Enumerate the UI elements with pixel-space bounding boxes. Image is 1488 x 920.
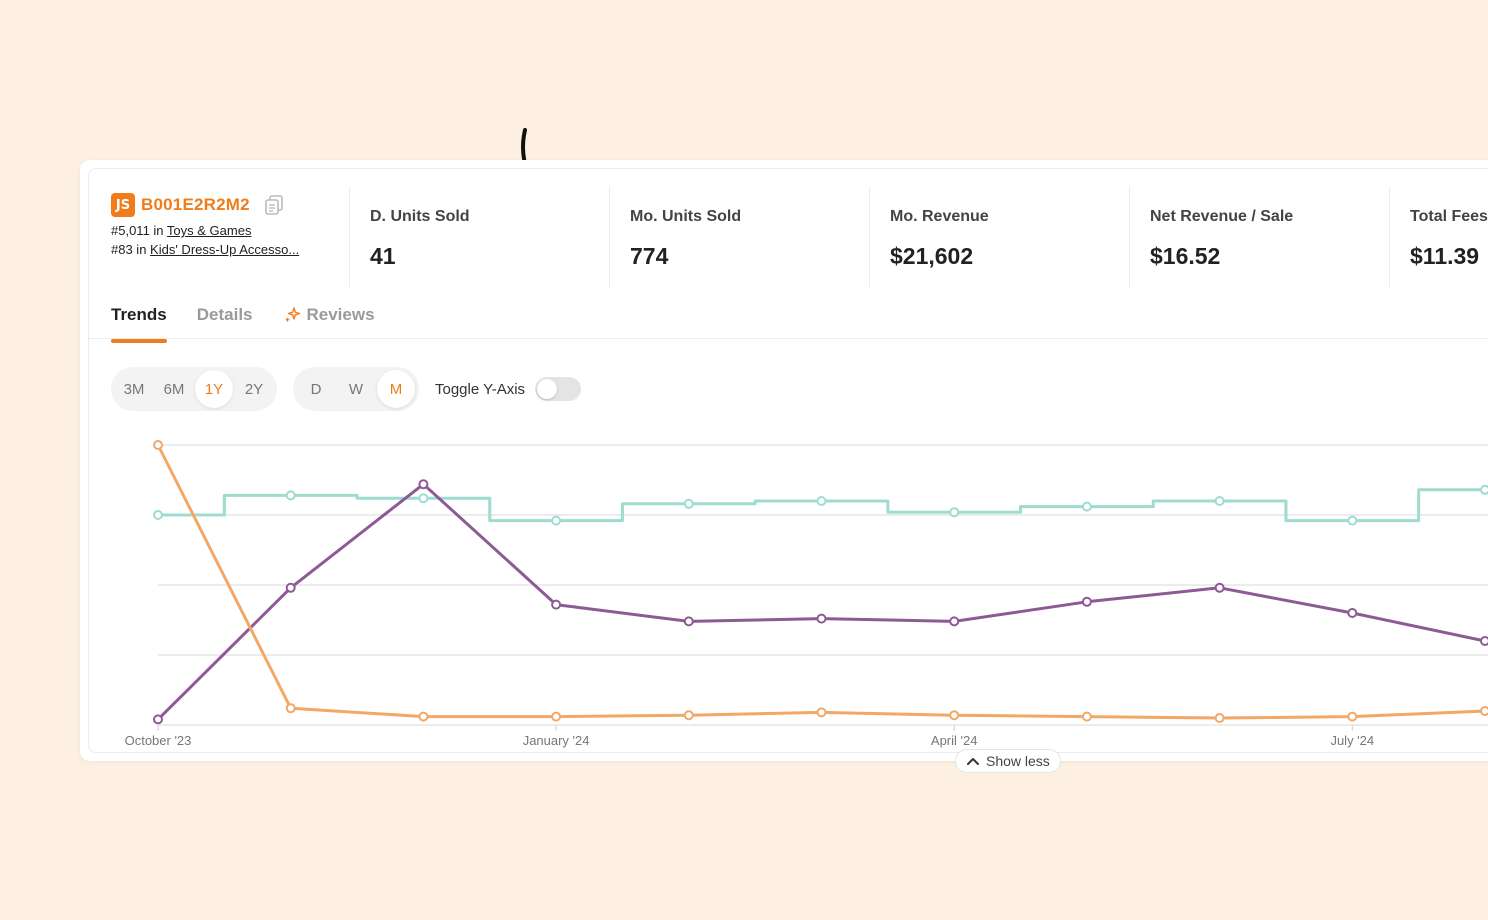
- tab-trends[interactable]: Trends: [111, 305, 167, 343]
- interval-selector: D W M: [293, 367, 419, 411]
- metric-monthly-revenue: Mo. Revenue $21,602: [869, 187, 1130, 287]
- data-point: [418, 493, 429, 504]
- data-point: [1347, 711, 1358, 722]
- data-point: [153, 510, 163, 520]
- data-point: [949, 616, 960, 627]
- data-point: [1081, 711, 1092, 722]
- data-point: [418, 479, 429, 490]
- metric-total-fees: Total Fees $11.39: [1389, 187, 1488, 287]
- interval-option-d[interactable]: D: [310, 380, 322, 398]
- tabs-divider: [89, 338, 1488, 339]
- metric-daily-units: D. Units Sold 41: [349, 187, 610, 287]
- metric-monthly-units: Mo. Units Sold 774: [609, 187, 870, 287]
- chart-controls: 3M 6M 1Y 2Y D W M Toggle Y-Axis: [111, 367, 582, 411]
- data-point: [551, 711, 562, 722]
- data-point: [816, 707, 827, 718]
- tab-bar: Trends Details Reviews: [111, 305, 375, 343]
- range-option-2y[interactable]: 2Y: [244, 380, 264, 398]
- metric-value: 774: [630, 243, 669, 269]
- data-point: [551, 599, 562, 610]
- sparkle-icon: [284, 307, 300, 323]
- data-point: [285, 582, 296, 593]
- data-point: [153, 440, 163, 450]
- rank-primary-prefix: #5,011 in: [111, 223, 164, 238]
- metric-label: Net Revenue / Sale: [1150, 208, 1294, 225]
- toggle-y-axis-label: Toggle Y-Axis: [435, 380, 526, 398]
- toggle-y-axis-switch[interactable]: [535, 377, 582, 401]
- rank-primary: #5,011 in Toys & Games: [111, 223, 351, 238]
- data-point: [683, 498, 694, 509]
- rank-primary-category-link[interactable]: Toys & Games: [166, 223, 252, 238]
- interval-option-w[interactable]: W: [348, 380, 364, 398]
- tab-label: Details: [196, 305, 253, 324]
- data-point: [816, 496, 827, 506]
- data-point: [1480, 636, 1488, 646]
- metric-value: $16.52: [1150, 243, 1221, 269]
- x-tick-label: October '23: [125, 733, 192, 748]
- show-less-button[interactable]: Show less: [955, 749, 1061, 773]
- data-point: [418, 711, 429, 722]
- metric-label: Mo. Units Sold: [630, 208, 742, 225]
- trends-chart: October '23 January '24 April '24 July '24: [125, 440, 1488, 748]
- range-option-3m[interactable]: 3M: [123, 380, 145, 398]
- rank-secondary-category-link[interactable]: Kids' Dress-Up Accesso...: [150, 242, 300, 257]
- tab-details[interactable]: Details: [197, 305, 253, 343]
- data-point: [949, 507, 960, 518]
- data-point: [683, 616, 694, 627]
- series-line-2: [156, 444, 1486, 720]
- x-tick-label: July '24: [1330, 733, 1374, 748]
- product-card-inner: JS B001E2R2M2 #5,011 in Toys & Games #83…: [88, 168, 1488, 773]
- x-tick-label: April '24: [931, 733, 978, 748]
- range-selector: 3M 6M 1Y 2Y: [111, 367, 277, 411]
- data-point: [285, 490, 296, 501]
- data-point: [1081, 596, 1092, 607]
- data-point: [551, 515, 562, 526]
- metric-net-revenue-per-sale: Net Revenue / Sale $16.52: [1129, 187, 1390, 287]
- x-tick-label: January '24: [523, 733, 590, 748]
- asin-row: JS B001E2R2M2: [111, 193, 351, 217]
- js-logo: JS: [111, 193, 135, 217]
- show-less-label: Show less: [986, 753, 1050, 769]
- tab-label: Trends: [111, 305, 167, 324]
- data-point: [1347, 515, 1358, 526]
- rank-secondary-prefix: #83 in: [111, 242, 147, 257]
- copy-icon[interactable]: [262, 193, 286, 217]
- toggle-knob: [537, 379, 558, 399]
- metric-value: $11.39: [1410, 243, 1480, 269]
- metric-value: 41: [370, 243, 396, 269]
- metric-label: D. Units Sold: [370, 208, 470, 225]
- data-point: [1081, 501, 1092, 512]
- data-point: [1347, 608, 1358, 618]
- interval-option-m[interactable]: M: [377, 370, 415, 408]
- chevron-up-icon: [967, 758, 979, 765]
- range-option-6m[interactable]: 6M: [163, 380, 185, 398]
- product-card: JS B001E2R2M2 #5,011 in Toys & Games #83…: [80, 160, 1488, 773]
- metric-label: Total Fees: [1410, 208, 1488, 225]
- tab-reviews[interactable]: Reviews: [283, 305, 375, 343]
- metric-label: Mo. Revenue: [890, 208, 989, 225]
- data-point: [683, 710, 694, 721]
- range-option-1y[interactable]: 1Y: [195, 370, 233, 408]
- data-point: [816, 613, 827, 624]
- data-point: [285, 703, 296, 714]
- data-point: [949, 710, 960, 721]
- metric-value: $21,602: [890, 243, 974, 269]
- data-point: [1214, 496, 1225, 506]
- data-point: [1480, 706, 1488, 716]
- rank-secondary: #83 in Kids' Dress-Up Accesso...: [111, 242, 351, 257]
- data-point: [1214, 713, 1225, 723]
- data-point: [1480, 484, 1488, 495]
- data-point: [1214, 582, 1225, 593]
- product-info: JS B001E2R2M2 #5,011 in Toys & Games #83…: [111, 193, 351, 257]
- asin-link[interactable]: B001E2R2M2: [141, 195, 250, 214]
- tab-label: Reviews: [306, 305, 375, 324]
- data-point: [153, 714, 163, 725]
